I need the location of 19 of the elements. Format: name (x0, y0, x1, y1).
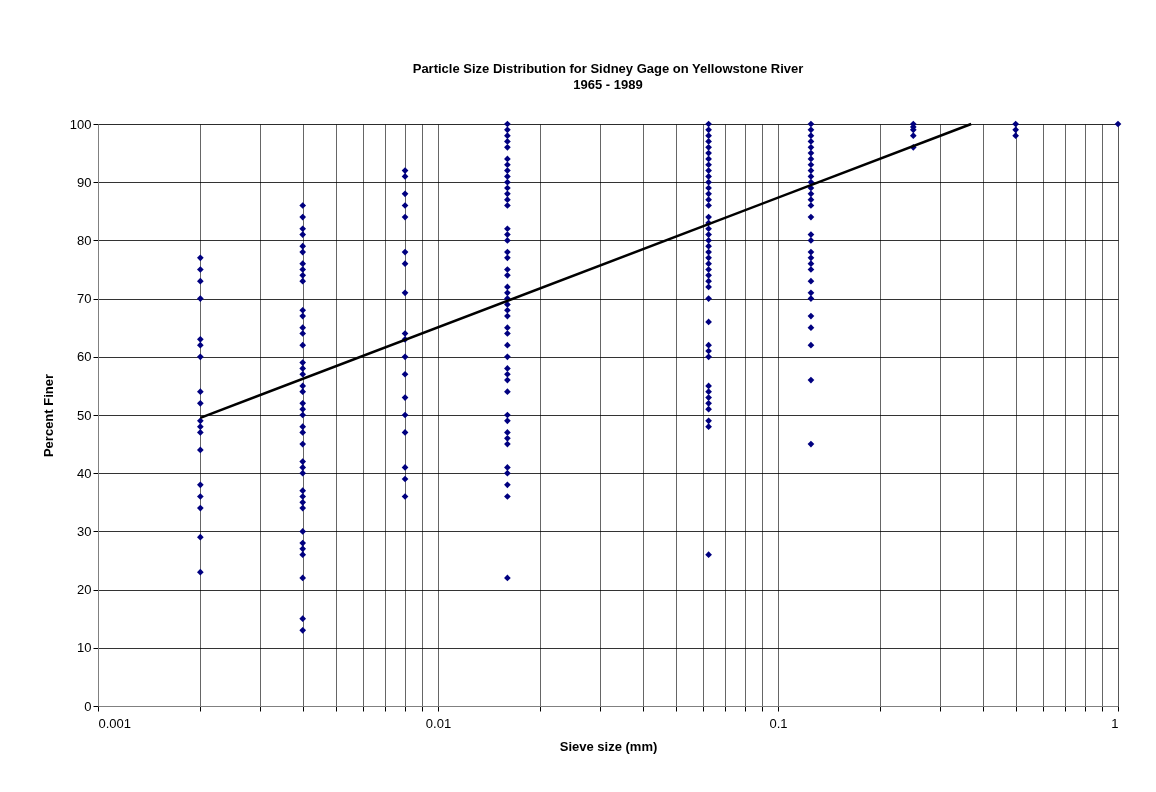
x-tick-label: 0.1 (769, 715, 788, 731)
x-tick-label: 0.01 (425, 715, 452, 731)
y-tick-label: 70 (77, 291, 92, 307)
y-tick-label: 40 (77, 465, 92, 481)
y-tick-label: 80 (77, 232, 92, 248)
chart-title: Particle Size Distribution for Sidney Gage on Yellowstone River (412, 61, 804, 76)
x-tick-label: 0.001 (98, 715, 132, 731)
y-tick-label: 90 (77, 174, 92, 190)
y-tick-label: 100 (69, 116, 92, 132)
y-tick-label: 50 (77, 407, 92, 423)
x-tick-label: 1 (1111, 715, 1119, 731)
y-tick-label: 60 (77, 349, 92, 365)
y-tick-label: 0 (84, 698, 92, 714)
y-tick-label: 20 (77, 582, 92, 598)
x-axis-title: Sieve size (mm) (559, 738, 658, 754)
y-tick-label: 10 (77, 640, 92, 656)
chart-subtitle: 1965 - 1989 (573, 77, 643, 92)
y-tick-label: 30 (77, 523, 92, 539)
y-axis-title: Percent Finer (40, 373, 56, 458)
